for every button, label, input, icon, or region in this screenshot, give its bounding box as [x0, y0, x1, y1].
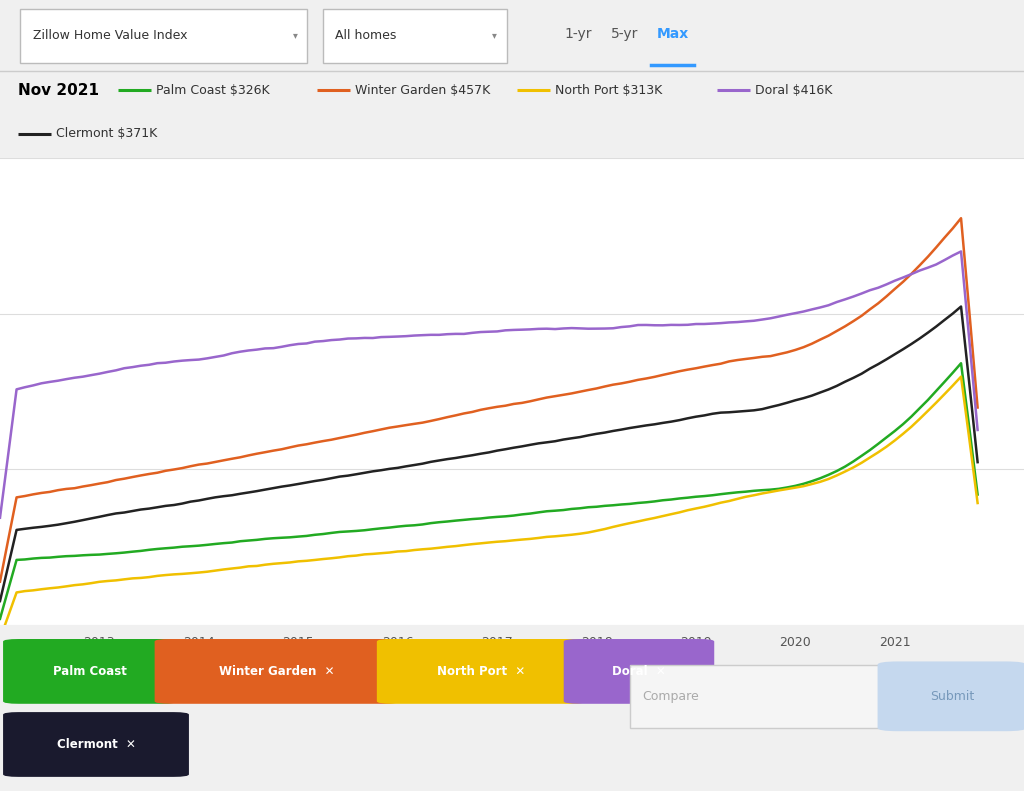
FancyBboxPatch shape	[377, 639, 586, 704]
FancyBboxPatch shape	[20, 9, 307, 62]
FancyBboxPatch shape	[3, 712, 188, 777]
Text: Palm Coast $326K: Palm Coast $326K	[156, 84, 269, 97]
Text: North Port $313K: North Port $313K	[555, 84, 663, 97]
Text: Doral  ✕: Doral ✕	[612, 665, 666, 678]
FancyBboxPatch shape	[878, 661, 1024, 731]
Text: Max: Max	[656, 27, 689, 41]
FancyBboxPatch shape	[630, 664, 891, 728]
Text: Clermont  ✕: Clermont ✕	[56, 738, 135, 751]
Text: Winter Garden $457K: Winter Garden $457K	[355, 84, 490, 97]
Text: Doral $416K: Doral $416K	[755, 84, 833, 97]
Text: 5-yr: 5-yr	[611, 27, 638, 41]
FancyBboxPatch shape	[323, 9, 507, 62]
Text: 1-yr: 1-yr	[565, 27, 592, 41]
Text: ▾: ▾	[493, 31, 497, 40]
FancyBboxPatch shape	[3, 639, 177, 704]
Text: Palm Coast: Palm Coast	[53, 665, 127, 678]
Text: Clermont $371K: Clermont $371K	[56, 127, 158, 140]
Text: North Port  ✕: North Port ✕	[437, 665, 525, 678]
FancyBboxPatch shape	[155, 639, 399, 704]
Text: ▾: ▾	[293, 31, 297, 40]
FancyBboxPatch shape	[563, 639, 715, 704]
Text: All homes: All homes	[335, 29, 396, 42]
Text: Submit: Submit	[930, 690, 974, 703]
Text: Compare: Compare	[642, 690, 698, 703]
Text: Zillow Home Value Index: Zillow Home Value Index	[33, 29, 187, 42]
Text: Nov 2021: Nov 2021	[18, 83, 99, 98]
Text: Winter Garden  ✕: Winter Garden ✕	[219, 665, 335, 678]
